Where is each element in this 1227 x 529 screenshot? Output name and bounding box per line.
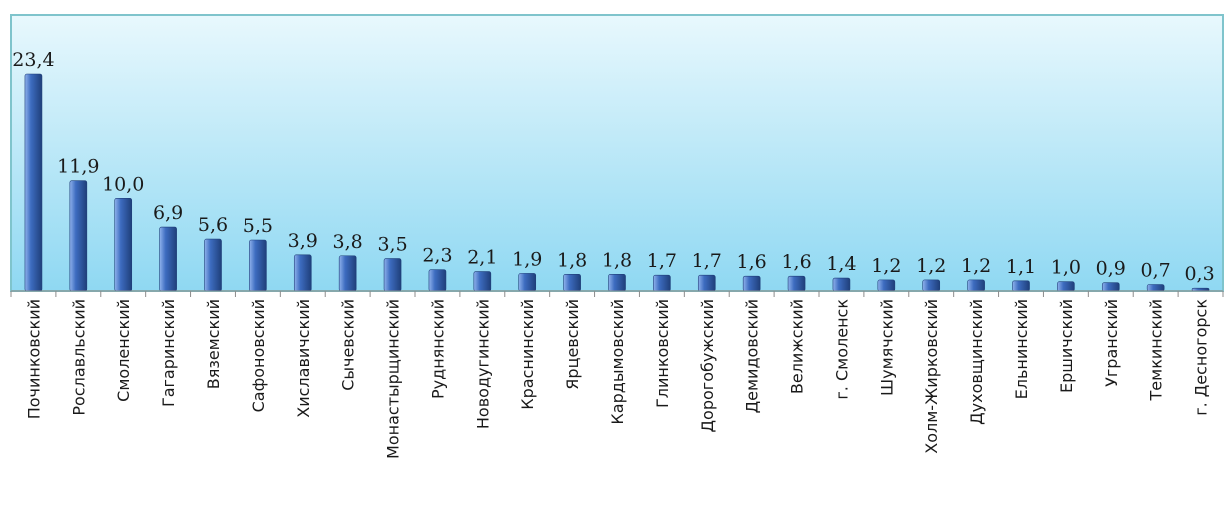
- bar: [473, 271, 492, 292]
- category-label: Ершичский: [1057, 299, 1076, 393]
- value-label: 0,9: [1096, 258, 1126, 280]
- category-label: Монастырщинский: [384, 299, 403, 459]
- value-label: 1,7: [647, 250, 677, 272]
- bar: [293, 254, 312, 292]
- category-labels-group: Починковский Рославльский Смоленский Гагари…: [24, 299, 1210, 459]
- category-label: Глинковский: [653, 299, 672, 408]
- bar: [249, 239, 267, 292]
- value-label: 1,2: [871, 255, 901, 277]
- value-label: 6,9: [153, 202, 183, 224]
- value-label: 1,6: [781, 251, 811, 273]
- category-label: Ярцевский: [563, 299, 582, 390]
- category-label: Угранский: [1102, 299, 1121, 387]
- bar: [1057, 281, 1075, 292]
- category-label: г. Смоленск: [832, 299, 851, 400]
- value-label: 1,9: [512, 248, 542, 270]
- category-label: Гагаринский: [159, 299, 178, 407]
- value-label: 3,9: [288, 230, 318, 252]
- category-label: г. Десногорск: [1192, 299, 1211, 416]
- category-label: Духовщинский: [967, 299, 986, 425]
- value-label: 2,1: [467, 247, 497, 269]
- category-label: Руднянский: [428, 299, 447, 399]
- bar: [877, 279, 896, 292]
- bar: [742, 275, 761, 292]
- bar: [518, 273, 537, 292]
- bar: [563, 274, 581, 292]
- bar: [69, 180, 88, 292]
- category-label: Ельнинский: [1012, 299, 1031, 399]
- category-label: Кардымовский: [608, 299, 627, 425]
- bar: [967, 279, 985, 292]
- value-label: 1,2: [916, 255, 946, 277]
- bar: [1101, 282, 1120, 292]
- value-label: 3,5: [377, 234, 407, 256]
- bar: [428, 269, 447, 292]
- x-axis-ticks: [10, 291, 1224, 297]
- bar: [608, 274, 626, 292]
- value-label: 0,7: [1141, 260, 1171, 282]
- bar: [1012, 280, 1030, 292]
- category-label: Шумячский: [877, 299, 896, 396]
- value-label: 1,4: [826, 253, 856, 275]
- category-label: Велижский: [788, 299, 807, 394]
- category-label: Холм-Жирковский: [922, 299, 941, 454]
- value-label: 5,5: [243, 215, 273, 237]
- bar: [114, 197, 133, 292]
- value-label: 1,8: [602, 249, 632, 271]
- value-label: 10,0: [102, 173, 144, 195]
- category-label: Темкинский: [1147, 299, 1166, 401]
- category-label: Краснинский: [518, 299, 537, 410]
- bar: [1146, 284, 1165, 292]
- category-label: Сычевский: [339, 299, 358, 391]
- bar: [159, 226, 177, 292]
- category-label: Демидовский: [743, 299, 762, 413]
- value-label: 23,4: [12, 49, 54, 71]
- value-label: 5,6: [198, 214, 228, 236]
- bars-group: [24, 73, 1210, 292]
- value-label: 11,9: [57, 156, 99, 178]
- value-label: 1,7: [692, 250, 722, 272]
- bar: [24, 73, 43, 292]
- category-label: Новодугинский: [473, 299, 492, 429]
- bar: [204, 238, 222, 292]
- value-label: 0,3: [1184, 263, 1214, 285]
- value-label: 3,8: [333, 231, 363, 253]
- bar: [383, 258, 402, 292]
- value-label: 1,8: [557, 249, 587, 271]
- bar: [787, 275, 806, 292]
- bar: [653, 274, 671, 292]
- category-label: Хиславичский: [294, 299, 313, 418]
- bar: [697, 274, 716, 292]
- category-label: Вяземский: [204, 299, 223, 389]
- bar: [338, 255, 357, 292]
- value-label: 1,0: [1051, 257, 1081, 279]
- value-label: 2,3: [422, 245, 452, 267]
- value-label: 1,6: [737, 251, 767, 273]
- category-label: Смоленский: [114, 299, 133, 402]
- category-label: Починковский: [24, 299, 43, 419]
- bar: [922, 279, 941, 292]
- value-label: 1,2: [961, 255, 991, 277]
- value-labels-group: 23,4 11,910,0 6,9 5,6 5,5 3,9 3,8 3,5 2,3 2,1 1,9 1…: [12, 49, 1214, 285]
- category-label: Сафоновский: [249, 299, 268, 412]
- value-label: 1,1: [1006, 256, 1036, 278]
- bar: [832, 277, 851, 292]
- category-label: Дорогобужский: [698, 299, 717, 432]
- category-label: Рославльский: [69, 299, 88, 416]
